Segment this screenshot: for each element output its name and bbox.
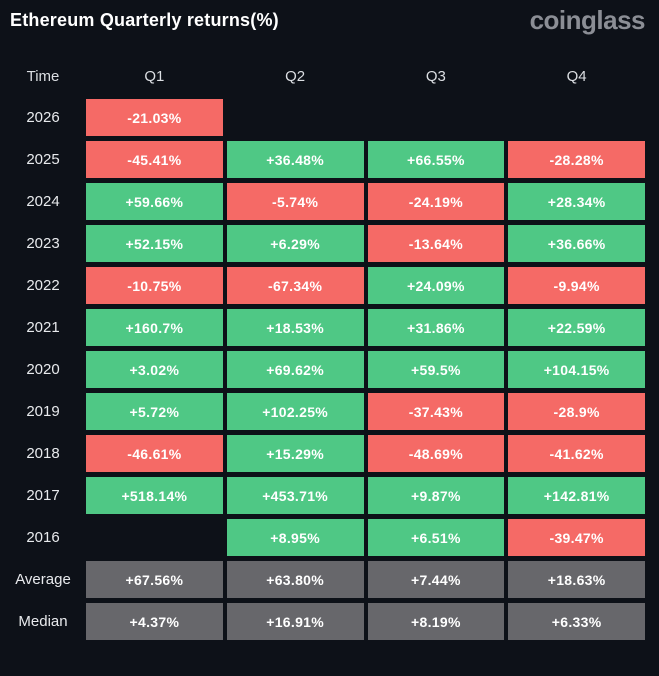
return-cell-q1: -21.03% xyxy=(86,99,223,136)
table-row: 2021 +160.7% +18.53% +31.86% +22.59% xyxy=(4,309,645,346)
return-cell-q3: +9.87% xyxy=(367,477,505,514)
return-cell-q3: -37.43% xyxy=(367,393,505,430)
return-cell-q1: +67.56% xyxy=(86,561,223,598)
table-row: 2026 -21.03% xyxy=(4,99,645,136)
return-cell-q4: +142.81% xyxy=(508,477,645,514)
return-cell-q3: +59.5% xyxy=(367,351,505,388)
return-cell-q3: -13.64% xyxy=(367,225,505,262)
row-label: 2021 xyxy=(26,319,60,336)
table-header-row: Time Q1 Q2 Q3 Q4 xyxy=(4,57,645,95)
return-cell-q2: +69.62% xyxy=(226,351,364,388)
return-cell-q4: -9.94% xyxy=(508,267,645,304)
return-cell-q1: +3.02% xyxy=(86,351,223,388)
return-cell-q2: +8.95% xyxy=(226,519,364,556)
table-row: 2020 +3.02% +69.62% +59.5% +104.15% xyxy=(4,351,645,388)
return-cell-q3: -48.69% xyxy=(367,435,505,472)
table-row: Median +4.37% +16.91% +8.19% +6.33% xyxy=(4,603,645,640)
row-label: 2020 xyxy=(26,361,60,378)
table-row: 2018 -46.61% +15.29% -48.69% -41.62% xyxy=(4,435,645,472)
return-cell-q1: -45.41% xyxy=(86,141,223,178)
return-cell-q2: -5.74% xyxy=(226,183,364,220)
return-cell-q4: -39.47% xyxy=(508,519,645,556)
column-header-time: Time xyxy=(26,67,60,85)
row-label: 2017 xyxy=(26,487,60,504)
return-cell-q3: +6.51% xyxy=(367,519,505,556)
return-cell-q1: +160.7% xyxy=(86,309,223,346)
return-cell-q3: +66.55% xyxy=(367,141,505,178)
return-cell-q3: +24.09% xyxy=(367,267,505,304)
row-label: Average xyxy=(15,571,71,588)
return-cell-q2 xyxy=(227,99,364,136)
return-cell-q2: -67.34% xyxy=(226,267,364,304)
return-cell-q2: +102.25% xyxy=(226,393,364,430)
return-cell-q3: +31.86% xyxy=(367,309,505,346)
return-cell-q4: +28.34% xyxy=(508,183,645,220)
return-cell-q2: +63.80% xyxy=(226,561,364,598)
return-cell-q1: -46.61% xyxy=(86,435,223,472)
table-row: 2025 -45.41% +36.48% +66.55% -28.28% xyxy=(4,141,645,178)
return-cell-q3: +8.19% xyxy=(367,603,505,640)
return-cell-q3: +7.44% xyxy=(367,561,505,598)
table-body: 2026 -21.03% 2025 -45.41% +36.48% +66.55… xyxy=(4,99,645,640)
return-cell-q4: +18.63% xyxy=(508,561,645,598)
return-cell-q2: +15.29% xyxy=(226,435,364,472)
return-cell-q2: +16.91% xyxy=(226,603,364,640)
table-row: 2016 +8.95% +6.51% -39.47% xyxy=(4,519,645,556)
returns-table: Time Q1 Q2 Q3 Q4 2026 -21.03% 2025 -45.4… xyxy=(4,57,645,640)
table-row: Average +67.56% +63.80% +7.44% +18.63% xyxy=(4,561,645,598)
return-cell-q2: +453.71% xyxy=(226,477,364,514)
return-cell-q1: +5.72% xyxy=(86,393,223,430)
return-cell-q4: +36.66% xyxy=(508,225,645,262)
return-cell-q1: +4.37% xyxy=(86,603,223,640)
return-cell-q1: +518.14% xyxy=(86,477,223,514)
row-label: 2024 xyxy=(26,193,60,210)
return-cell-q2: +6.29% xyxy=(226,225,364,262)
return-cell-q4: +104.15% xyxy=(508,351,645,388)
return-cell-q2: +18.53% xyxy=(226,309,364,346)
return-cell-q4: -41.62% xyxy=(508,435,645,472)
table-row: 2019 +5.72% +102.25% -37.43% -28.9% xyxy=(4,393,645,430)
row-label: 2018 xyxy=(26,445,60,462)
return-cell-q1: +52.15% xyxy=(86,225,223,262)
table-row: 2022 -10.75% -67.34% +24.09% -9.94% xyxy=(4,267,645,304)
return-cell-q4: +6.33% xyxy=(508,603,645,640)
return-cell-q3: -24.19% xyxy=(367,183,505,220)
row-label: Median xyxy=(18,613,68,630)
return-cell-q4: +22.59% xyxy=(508,309,645,346)
return-cell-q2: +36.48% xyxy=(226,141,364,178)
row-label: 2019 xyxy=(26,403,60,420)
row-label: 2025 xyxy=(26,151,60,168)
top-bar: Ethereum Quarterly returns(%) coinglass xyxy=(0,0,659,41)
table-row: 2017 +518.14% +453.71% +9.87% +142.81% xyxy=(4,477,645,514)
row-label: 2022 xyxy=(26,277,60,294)
return-cell-q1: +59.66% xyxy=(86,183,223,220)
row-label: 2023 xyxy=(26,235,60,252)
return-cell-q1: -10.75% xyxy=(86,267,223,304)
row-label: 2026 xyxy=(26,109,60,126)
return-cell-q1 xyxy=(86,519,223,556)
table-row: 2024 +59.66% -5.74% -24.19% +28.34% xyxy=(4,183,645,220)
column-header-q4: Q4 xyxy=(566,67,587,85)
return-cell-q3 xyxy=(368,99,505,136)
return-cell-q4: -28.9% xyxy=(508,393,645,430)
return-cell-q4: -28.28% xyxy=(508,141,645,178)
column-header-q2: Q2 xyxy=(285,67,306,85)
page-title: Ethereum Quarterly returns(%) xyxy=(10,10,279,30)
return-cell-q4 xyxy=(508,99,645,136)
column-header-q1: Q1 xyxy=(144,67,165,85)
table-row: 2023 +52.15% +6.29% -13.64% +36.66% xyxy=(4,225,645,262)
row-label: 2016 xyxy=(26,529,60,546)
column-header-q3: Q3 xyxy=(425,67,446,85)
coinglass-logo[interactable]: coinglass xyxy=(529,5,646,35)
